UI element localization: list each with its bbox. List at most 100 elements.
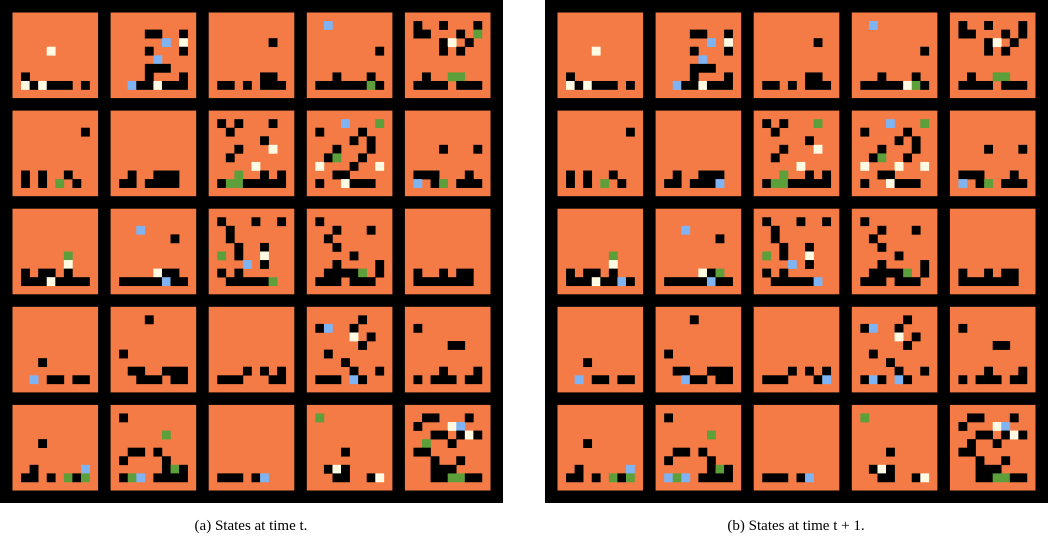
pixel <box>920 367 929 376</box>
pixel <box>920 119 929 128</box>
pixel <box>315 179 324 188</box>
pixel <box>984 145 993 154</box>
pixel <box>664 413 673 422</box>
pixel <box>119 473 128 482</box>
pixel <box>1018 473 1027 482</box>
pixel <box>877 72 886 81</box>
pixel <box>332 81 341 90</box>
pixel <box>779 269 788 278</box>
pixel <box>912 277 921 286</box>
pixel <box>724 81 733 90</box>
pixel <box>341 448 350 457</box>
pixel <box>673 473 682 482</box>
pixel <box>1018 179 1027 188</box>
pixel <box>690 72 699 81</box>
pixel <box>814 375 823 384</box>
pixel <box>681 367 690 376</box>
pixel <box>920 260 929 269</box>
pixel <box>153 179 162 188</box>
pixel <box>234 252 243 261</box>
pixel <box>431 179 440 188</box>
pixel <box>234 473 243 482</box>
pixel <box>375 81 384 90</box>
pixel <box>119 179 128 188</box>
pixel <box>226 473 235 482</box>
pixel <box>984 277 993 286</box>
pixel <box>967 277 976 286</box>
pixel <box>162 456 171 465</box>
pixel <box>350 269 359 278</box>
pixel <box>413 269 422 278</box>
pixel <box>162 277 171 286</box>
pixel <box>609 171 618 180</box>
pixel <box>38 81 47 90</box>
pixel <box>422 81 431 90</box>
page: (a) States at time t. (b) States at time… <box>0 0 1048 546</box>
pixel <box>724 473 733 482</box>
pixel <box>64 81 73 90</box>
pixel <box>976 431 985 440</box>
pixel <box>465 375 474 384</box>
pixel <box>1018 375 1027 384</box>
pixel <box>912 226 921 235</box>
pixel <box>814 145 823 154</box>
pixel <box>788 367 797 376</box>
pixel <box>698 375 707 384</box>
pixel <box>72 277 81 286</box>
pixel <box>119 456 128 465</box>
pixel <box>128 81 137 90</box>
pixel <box>162 473 171 482</box>
pixel <box>375 367 384 376</box>
pixel <box>269 375 278 384</box>
pixel <box>984 21 993 30</box>
pixel <box>332 375 341 384</box>
pixel <box>64 269 73 278</box>
pixel <box>431 473 440 482</box>
pixel <box>797 162 806 171</box>
pixel <box>575 465 584 474</box>
pixel <box>413 171 422 180</box>
pixel <box>217 217 226 226</box>
pixel <box>814 38 823 47</box>
pixel <box>448 375 457 384</box>
pixel <box>465 81 474 90</box>
pixel <box>797 217 806 226</box>
pixel <box>21 72 30 81</box>
pixel <box>128 179 137 188</box>
pixel <box>814 72 823 81</box>
pixel <box>465 171 474 180</box>
pixel <box>976 473 985 482</box>
pixel <box>600 81 609 90</box>
pixel <box>716 367 725 376</box>
pixel <box>877 171 886 180</box>
pixel <box>707 431 716 440</box>
pixel <box>869 234 878 243</box>
pixel <box>967 439 976 448</box>
pixel <box>583 269 592 278</box>
pixel <box>81 375 90 384</box>
pixel <box>145 47 154 56</box>
pixel <box>1018 431 1027 440</box>
pixel <box>814 81 823 90</box>
pixel <box>350 375 359 384</box>
pixel <box>673 277 682 286</box>
pixel <box>413 375 422 384</box>
pixel <box>869 269 878 278</box>
pixel <box>234 145 243 154</box>
pixel <box>920 269 929 278</box>
pixel <box>217 269 226 278</box>
pixel <box>698 277 707 286</box>
pixel <box>1010 38 1019 47</box>
pixel <box>252 217 261 226</box>
pixel <box>984 473 993 482</box>
pixel <box>136 367 145 376</box>
pixel <box>822 367 831 376</box>
pixel <box>473 367 482 376</box>
pixel <box>566 269 575 278</box>
pixel <box>234 179 243 188</box>
pixel <box>47 375 56 384</box>
pixel <box>55 81 64 90</box>
pixel <box>38 358 47 367</box>
pixel <box>413 81 422 90</box>
pixel <box>128 473 137 482</box>
